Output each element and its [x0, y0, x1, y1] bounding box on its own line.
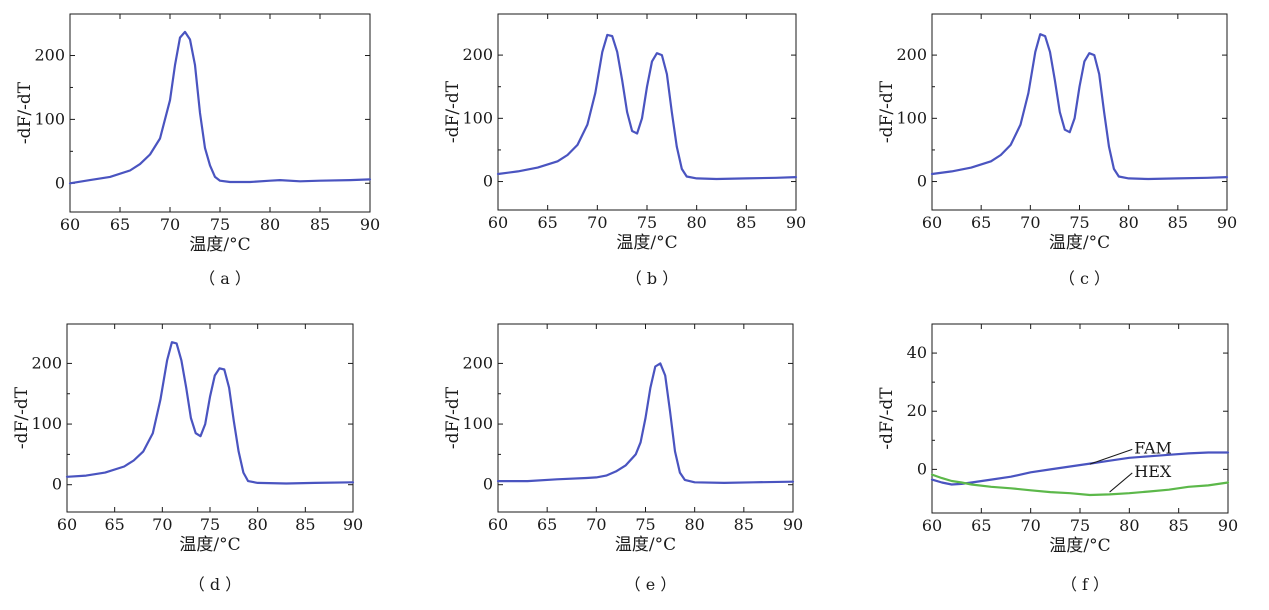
- x-tick-label: 65: [537, 213, 557, 232]
- x-tick-label: 85: [295, 515, 315, 534]
- x-tick-label: 90: [783, 515, 803, 534]
- x-tick-label: 80: [260, 215, 280, 234]
- x-tick-label: 90: [343, 515, 363, 534]
- series-line: [930, 451, 1230, 486]
- series-leader-line: [1109, 472, 1133, 493]
- x-tick-label: 65: [971, 213, 991, 232]
- x-tick-label: 60: [922, 516, 942, 535]
- panel-label: （ c ）: [1059, 269, 1110, 288]
- plot-frame: [931, 13, 1228, 211]
- x-tick-label: 75: [1069, 213, 1089, 232]
- y-tick-label: 20: [907, 401, 927, 420]
- x-tick-label: 75: [210, 215, 230, 234]
- x-tick-label: 60: [57, 515, 77, 534]
- y-axis-title: -dF/-dT: [443, 386, 463, 449]
- y-tick-label: 200: [462, 45, 493, 64]
- y-tick-label: 0: [917, 172, 927, 191]
- x-axis-title: 温度/°C: [1049, 233, 1110, 253]
- series-line: [65, 341, 355, 485]
- x-axis-title: 温度/°C: [615, 535, 676, 555]
- series-label: HEX: [1134, 462, 1172, 481]
- x-tick-label: 85: [736, 213, 756, 232]
- y-tick-label: 200: [34, 46, 65, 65]
- x-tick-label: 60: [488, 213, 508, 232]
- x-axis-title: 温度/°C: [1049, 536, 1110, 556]
- x-tick-label: 85: [1168, 516, 1188, 535]
- chart-panel: 60 65 70 75 80 85 90 0 100 200 温度/°C -dF/-dT （ c ）: [877, 13, 1237, 288]
- x-tick-label: 70: [152, 515, 172, 534]
- series-line: [496, 33, 798, 181]
- y-tick-label: 0: [483, 475, 493, 494]
- x-tick-label: 75: [200, 515, 220, 534]
- x-tick-label: 85: [734, 515, 754, 534]
- y-tick-label: 0: [55, 173, 65, 192]
- plot-frame: [497, 13, 797, 211]
- panel-label: （ a ）: [199, 269, 251, 288]
- x-tick-label: 60: [488, 515, 508, 534]
- x-tick-label: 65: [104, 515, 124, 534]
- chart-panel: 60 65 70 75 80 85 90 0 20 40 温度/°C -dF/-dT FAM HEX （ f…: [877, 323, 1238, 594]
- x-tick-label: 65: [971, 516, 991, 535]
- x-tick-label: 90: [1217, 213, 1237, 232]
- x-tick-label: 75: [1070, 516, 1090, 535]
- x-tick-label: 90: [360, 215, 380, 234]
- x-tick-label: 80: [686, 213, 706, 232]
- x-tick-label: 70: [1020, 516, 1040, 535]
- y-tick-label: 0: [917, 459, 927, 478]
- x-tick-label: 85: [310, 215, 330, 234]
- series-leader-line: [1089, 448, 1133, 465]
- chart-panel: 60 65 70 75 80 85 90 0 100 200 温度/°C -dF/-dT （ a ）: [15, 13, 380, 288]
- x-axis-title: 温度/°C: [616, 233, 677, 253]
- y-tick-label: 200: [31, 353, 62, 372]
- chart-panel: 60 65 70 75 80 85 90 0 100 200 温度/°C -dF/-dT （ d ）: [12, 323, 363, 594]
- x-tick-label: 70: [160, 215, 180, 234]
- plot-frame: [69, 13, 371, 213]
- x-axis-title: 温度/°C: [179, 535, 240, 555]
- y-tick-label: 40: [907, 343, 927, 362]
- y-axis-title: -dF/-dT: [877, 80, 897, 143]
- y-tick-label: 100: [462, 108, 493, 127]
- panel-label: （ e ）: [625, 575, 677, 594]
- x-tick-label: 90: [1218, 516, 1238, 535]
- y-tick-label: 100: [462, 414, 493, 433]
- series-line: [68, 30, 372, 185]
- x-tick-label: 60: [922, 213, 942, 232]
- series-label: FAM: [1134, 438, 1172, 457]
- x-tick-label: 75: [635, 515, 655, 534]
- y-axis-title: -dF/-dT: [877, 387, 897, 450]
- y-tick-label: 200: [896, 45, 927, 64]
- y-tick-label: 200: [462, 353, 493, 372]
- y-axis-title: -dF/-dT: [12, 386, 32, 449]
- series-line: [496, 362, 795, 484]
- y-tick-label: 0: [52, 475, 62, 494]
- panel-label: （ d ）: [189, 575, 241, 594]
- x-tick-label: 70: [1020, 213, 1040, 232]
- x-tick-label: 80: [684, 515, 704, 534]
- panel-label: （ b ）: [626, 269, 678, 288]
- y-tick-label: 0: [483, 172, 493, 191]
- y-tick-label: 100: [896, 108, 927, 127]
- x-tick-label: 80: [1118, 213, 1138, 232]
- panel-label: （ f ）: [1061, 575, 1109, 594]
- x-tick-label: 70: [586, 515, 606, 534]
- x-axis-title: 温度/°C: [189, 235, 250, 255]
- x-tick-label: 80: [247, 515, 267, 534]
- series-line: [930, 33, 1229, 181]
- x-tick-label: 60: [60, 215, 80, 234]
- x-tick-label: 75: [637, 213, 657, 232]
- y-tick-label: 100: [34, 109, 65, 128]
- x-tick-label: 85: [1168, 213, 1188, 232]
- x-tick-label: 65: [537, 515, 557, 534]
- y-axis-title: -dF/-dT: [15, 81, 35, 144]
- x-tick-label: 65: [110, 215, 130, 234]
- y-tick-label: 100: [31, 414, 62, 433]
- x-tick-label: 80: [1119, 516, 1139, 535]
- y-axis-title: -dF/-dT: [443, 80, 463, 143]
- series-line: [930, 473, 1230, 497]
- chart-panel: 60 65 70 75 80 85 90 0 100 200 温度/°C -dF/-dT （ e ）: [443, 323, 803, 594]
- chart-panel: 60 65 70 75 80 85 90 0 100 200 温度/°C -dF/-dT （ b ）: [443, 13, 806, 288]
- x-tick-label: 90: [786, 213, 806, 232]
- x-tick-label: 70: [587, 213, 607, 232]
